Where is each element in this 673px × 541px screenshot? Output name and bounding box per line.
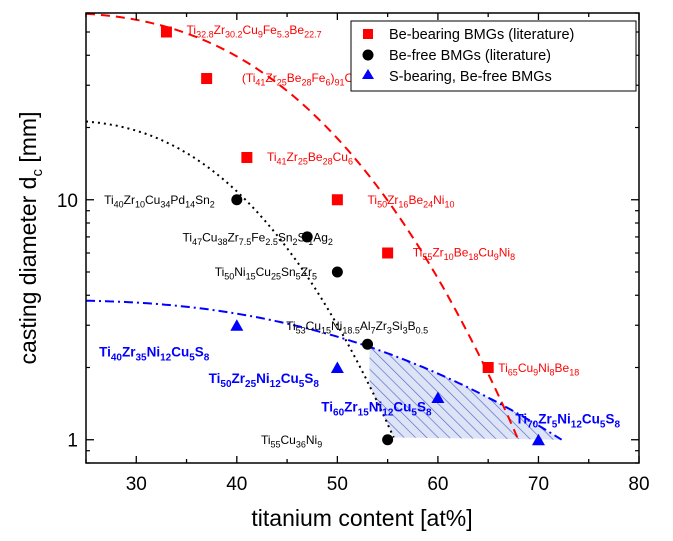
alloy-label: Ti50Zr16Be24Ni10 bbox=[368, 193, 455, 210]
axes: 30 40 50 60 70 80 1 10 bbox=[57, 12, 650, 495]
point-be-free bbox=[382, 434, 394, 446]
point-s-bearing bbox=[531, 433, 545, 446]
x-tick-label: 80 bbox=[628, 474, 649, 495]
legend-label-be-bearing: Be-bearing BMGs (literature) bbox=[389, 27, 574, 43]
legend-label-s-bearing: S-bearing, Be-free BMGs bbox=[389, 69, 552, 85]
x-tick-label: 40 bbox=[226, 474, 247, 495]
point-s-bearing bbox=[230, 319, 244, 331]
y-tick-label: 10 bbox=[57, 191, 78, 212]
y-tick-label: 1 bbox=[67, 431, 78, 452]
point-be-bearing bbox=[241, 151, 253, 163]
legend-marker-s-bearing bbox=[362, 69, 374, 79]
alloy-label: Ti32.8Zr30.2Cu9Fe5.3Be22.7 bbox=[187, 23, 322, 40]
point-be-bearing bbox=[201, 73, 213, 85]
trend-curve-s-bearing bbox=[86, 299, 563, 441]
alloy-label: Ti55Zr10Be18Cu9Ni8 bbox=[413, 246, 515, 263]
x-tick-label: 70 bbox=[528, 474, 549, 495]
trend-curves bbox=[86, 13, 563, 441]
x-tick-label: 50 bbox=[327, 474, 348, 495]
alloy-label: Ti40Zr35Ni12Cu5S8 bbox=[99, 345, 210, 364]
y-axis-title-main: casting diameter d bbox=[15, 177, 41, 365]
legend-marker-be-free bbox=[362, 49, 374, 61]
plot-frame bbox=[85, 12, 640, 464]
alloy-label: Ti55Cu36Ni9 bbox=[261, 433, 322, 450]
point-be-free bbox=[331, 266, 343, 278]
x-axis-title: titanium content [at%] bbox=[251, 505, 472, 531]
point-be-bearing bbox=[160, 26, 172, 38]
glass-forming-region bbox=[369, 347, 562, 440]
hatched-region bbox=[369, 347, 562, 440]
y-axis-title-subscript: c bbox=[29, 169, 46, 177]
y-axis-title-unit: [mm] bbox=[15, 112, 41, 170]
alloy-label: Ti50Ni15Cu25Sn5Zr5 bbox=[215, 265, 317, 282]
legend: Be-bearing BMGs (literature) Be-free BMG… bbox=[350, 20, 637, 92]
alloy-label: Ti53Cu15Ni18.5Al7Zr3Si3B0.5 bbox=[286, 319, 428, 336]
point-be-bearing bbox=[382, 247, 394, 259]
legend-frame bbox=[350, 20, 637, 92]
point-be-free bbox=[362, 338, 374, 350]
alloy-label: Ti47Cu38Zr7.5Fe2.5Sn2Si1Ag2 bbox=[183, 230, 333, 247]
alloy-label: Ti50Zr25Ni12Cu5S8 bbox=[209, 371, 320, 390]
alloy-label: Ti41Zr25Be28Cu6 bbox=[267, 150, 353, 167]
alloy-label: Ti40Zr10Cu34Pd14Sn2 bbox=[104, 193, 215, 210]
x-tick-label: 60 bbox=[427, 474, 448, 495]
point-be-bearing bbox=[482, 361, 494, 373]
legend-label-be-free: Be-free BMGs (literature) bbox=[389, 48, 551, 64]
alloy-label: Ti70Zr5Ni12Cu5S8 bbox=[515, 411, 620, 430]
point-be-bearing bbox=[331, 194, 343, 206]
data-points bbox=[160, 26, 545, 446]
x-tick-label: 30 bbox=[126, 474, 147, 495]
point-s-bearing bbox=[431, 391, 445, 403]
alloy-label: (Ti41Zr25Be28Fe6)91Cu9 bbox=[242, 71, 365, 88]
trend-curve-be-free bbox=[86, 120, 395, 438]
alloy-label: Ti60Zr15Ni12Cu5S8 bbox=[321, 400, 432, 419]
point-be-free bbox=[231, 194, 243, 206]
alloy-label: Ti65Cu9Ni8Be18 bbox=[498, 361, 579, 378]
legend-marker-be-bearing bbox=[363, 29, 373, 39]
point-be-free bbox=[301, 231, 313, 243]
y-axis-title: casting diameter dc [mm] bbox=[15, 112, 46, 365]
point-s-bearing bbox=[330, 361, 344, 373]
alloy-annotations: Ti32.8Zr30.2Cu9Fe5.3Be22.7 (Ti41Zr25Be28F… bbox=[99, 23, 620, 449]
